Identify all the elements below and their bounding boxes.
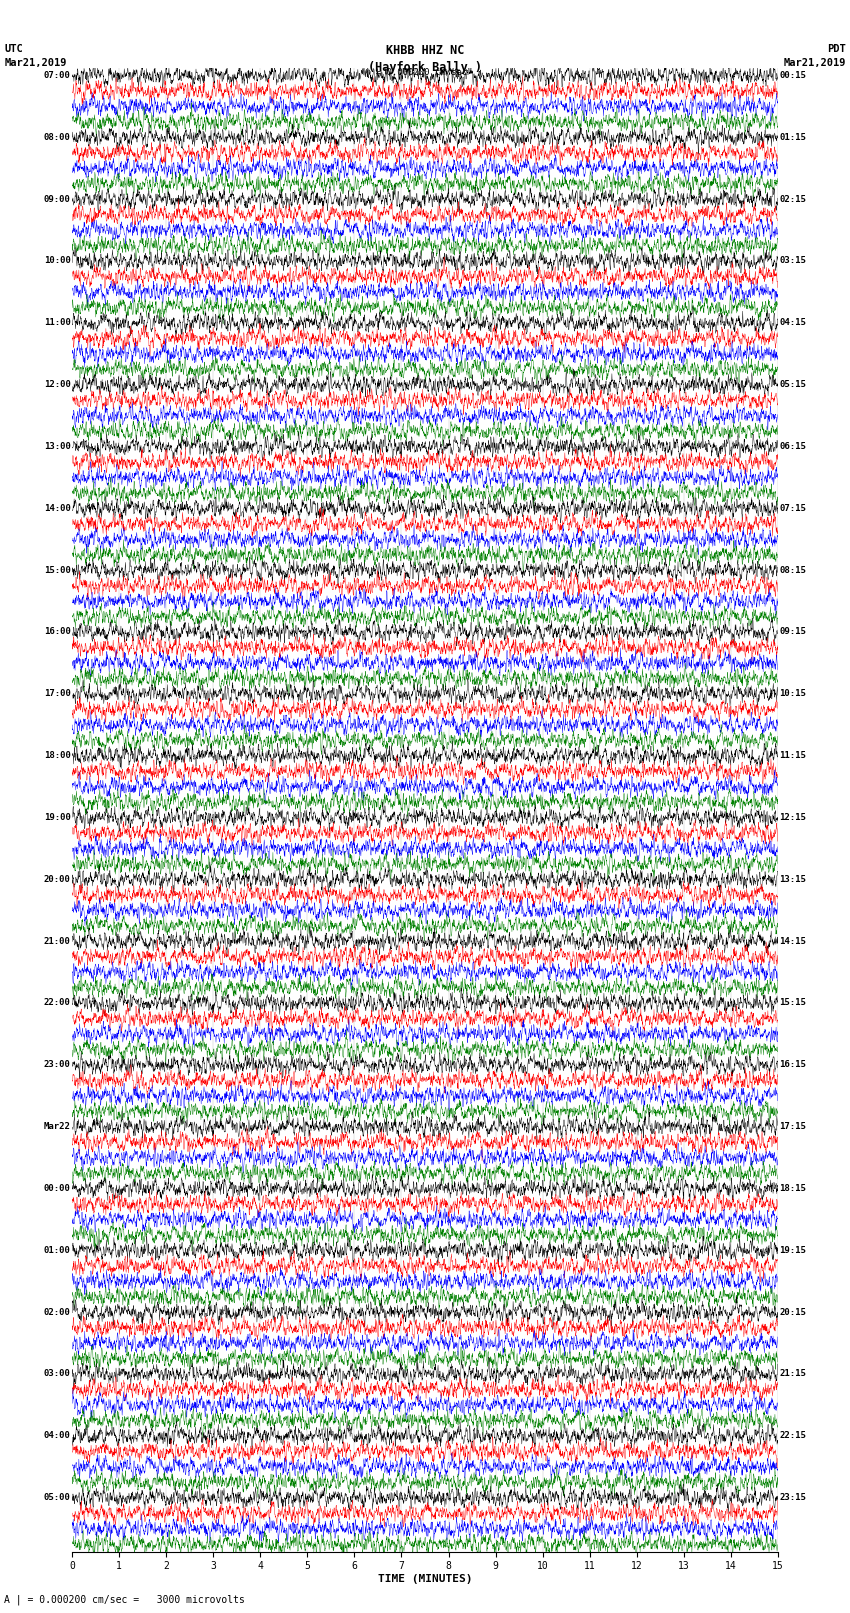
Text: 16:00: 16:00	[44, 627, 71, 637]
Text: 00:00: 00:00	[44, 1184, 71, 1194]
Text: 08:15: 08:15	[779, 566, 806, 574]
Text: A | = 0.000200 cm/sec =   3000 microvolts: A | = 0.000200 cm/sec = 3000 microvolts	[4, 1594, 245, 1605]
Text: 10:00: 10:00	[44, 256, 71, 266]
Text: 21:00: 21:00	[44, 937, 71, 945]
Text: 14:15: 14:15	[779, 937, 806, 945]
Text: 18:15: 18:15	[779, 1184, 806, 1194]
Text: 16:15: 16:15	[779, 1060, 806, 1069]
Text: 01:00: 01:00	[44, 1245, 71, 1255]
Text: 19:15: 19:15	[779, 1245, 806, 1255]
Text: 18:00: 18:00	[44, 752, 71, 760]
Text: 23:00: 23:00	[44, 1060, 71, 1069]
Text: | = 0.000200 cm/sec: | = 0.000200 cm/sec	[366, 68, 468, 77]
Text: 02:00: 02:00	[44, 1308, 71, 1316]
Text: Mar22: Mar22	[44, 1123, 71, 1131]
Text: 23:15: 23:15	[779, 1494, 806, 1502]
Text: 21:15: 21:15	[779, 1369, 806, 1379]
Text: 12:15: 12:15	[779, 813, 806, 823]
Text: PDT
Mar21,2019: PDT Mar21,2019	[783, 44, 846, 68]
Text: 04:15: 04:15	[779, 318, 806, 327]
Text: 05:00: 05:00	[44, 1494, 71, 1502]
Text: 17:15: 17:15	[779, 1123, 806, 1131]
Text: 05:15: 05:15	[779, 381, 806, 389]
Text: 19:00: 19:00	[44, 813, 71, 823]
Text: 22:15: 22:15	[779, 1431, 806, 1440]
Text: 07:00: 07:00	[44, 71, 71, 81]
Text: 13:00: 13:00	[44, 442, 71, 452]
Text: 09:00: 09:00	[44, 195, 71, 203]
Text: 11:15: 11:15	[779, 752, 806, 760]
Text: 22:00: 22:00	[44, 998, 71, 1008]
Text: 02:15: 02:15	[779, 195, 806, 203]
Text: 03:15: 03:15	[779, 256, 806, 266]
Text: UTC
Mar21,2019: UTC Mar21,2019	[4, 44, 67, 68]
Text: 13:15: 13:15	[779, 874, 806, 884]
Text: 20:00: 20:00	[44, 874, 71, 884]
Text: 10:15: 10:15	[779, 689, 806, 698]
Text: 17:00: 17:00	[44, 689, 71, 698]
Text: 14:00: 14:00	[44, 503, 71, 513]
Text: 08:00: 08:00	[44, 132, 71, 142]
Text: KHBB HHZ NC
(Hayfork Bally ): KHBB HHZ NC (Hayfork Bally )	[368, 44, 482, 74]
Text: 07:15: 07:15	[779, 503, 806, 513]
Text: 15:00: 15:00	[44, 566, 71, 574]
Text: 01:15: 01:15	[779, 132, 806, 142]
Text: 06:15: 06:15	[779, 442, 806, 452]
Text: 11:00: 11:00	[44, 318, 71, 327]
Text: 20:15: 20:15	[779, 1308, 806, 1316]
Text: 03:00: 03:00	[44, 1369, 71, 1379]
Text: 12:00: 12:00	[44, 381, 71, 389]
Text: 00:15: 00:15	[779, 71, 806, 81]
X-axis label: TIME (MINUTES): TIME (MINUTES)	[377, 1574, 473, 1584]
Text: 04:00: 04:00	[44, 1431, 71, 1440]
Text: 15:15: 15:15	[779, 998, 806, 1008]
Text: 09:15: 09:15	[779, 627, 806, 637]
